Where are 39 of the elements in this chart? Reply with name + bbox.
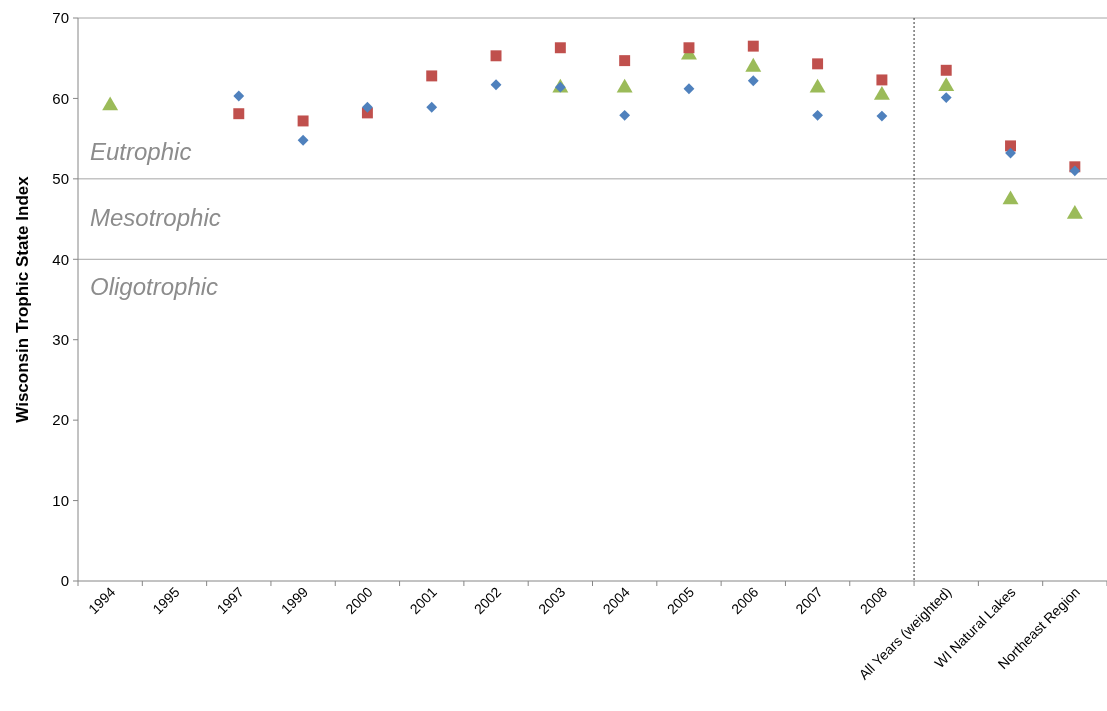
point <box>233 108 245 120</box>
point <box>747 40 759 52</box>
point <box>747 75 759 87</box>
point <box>1005 140 1017 152</box>
point <box>297 115 309 127</box>
point <box>940 64 952 76</box>
point <box>876 74 888 86</box>
y-tick-label: 30 <box>52 330 69 348</box>
y-tick-label: 40 <box>52 250 69 268</box>
point <box>619 109 631 121</box>
annotation: Eutrophic <box>90 138 192 166</box>
point <box>1005 147 1016 159</box>
y-tick-label: 70 <box>52 9 69 27</box>
y-tick-label: 20 <box>52 411 69 429</box>
point <box>876 110 888 122</box>
point <box>619 55 631 67</box>
point <box>683 42 695 54</box>
point <box>490 50 502 62</box>
point <box>812 109 824 121</box>
point <box>426 101 438 113</box>
point <box>1066 205 1083 219</box>
y-tick-label: 0 <box>60 572 69 590</box>
point <box>1002 190 1019 205</box>
point <box>233 90 245 102</box>
annotation: Oligotrophic <box>90 273 219 301</box>
annotation: Mesotrophic <box>90 204 221 232</box>
point <box>554 42 566 54</box>
point <box>812 58 824 70</box>
point <box>490 79 502 91</box>
point <box>1069 165 1081 177</box>
y-tick-label: 60 <box>52 89 69 107</box>
point <box>361 101 373 113</box>
point <box>426 70 438 82</box>
point <box>940 92 952 104</box>
y-axis-title: Wisconsin Trophic State Index <box>13 175 32 423</box>
y-tick-label: 50 <box>52 170 69 188</box>
point <box>683 83 695 95</box>
point <box>297 134 309 146</box>
y-tick-label: 10 <box>52 491 69 509</box>
